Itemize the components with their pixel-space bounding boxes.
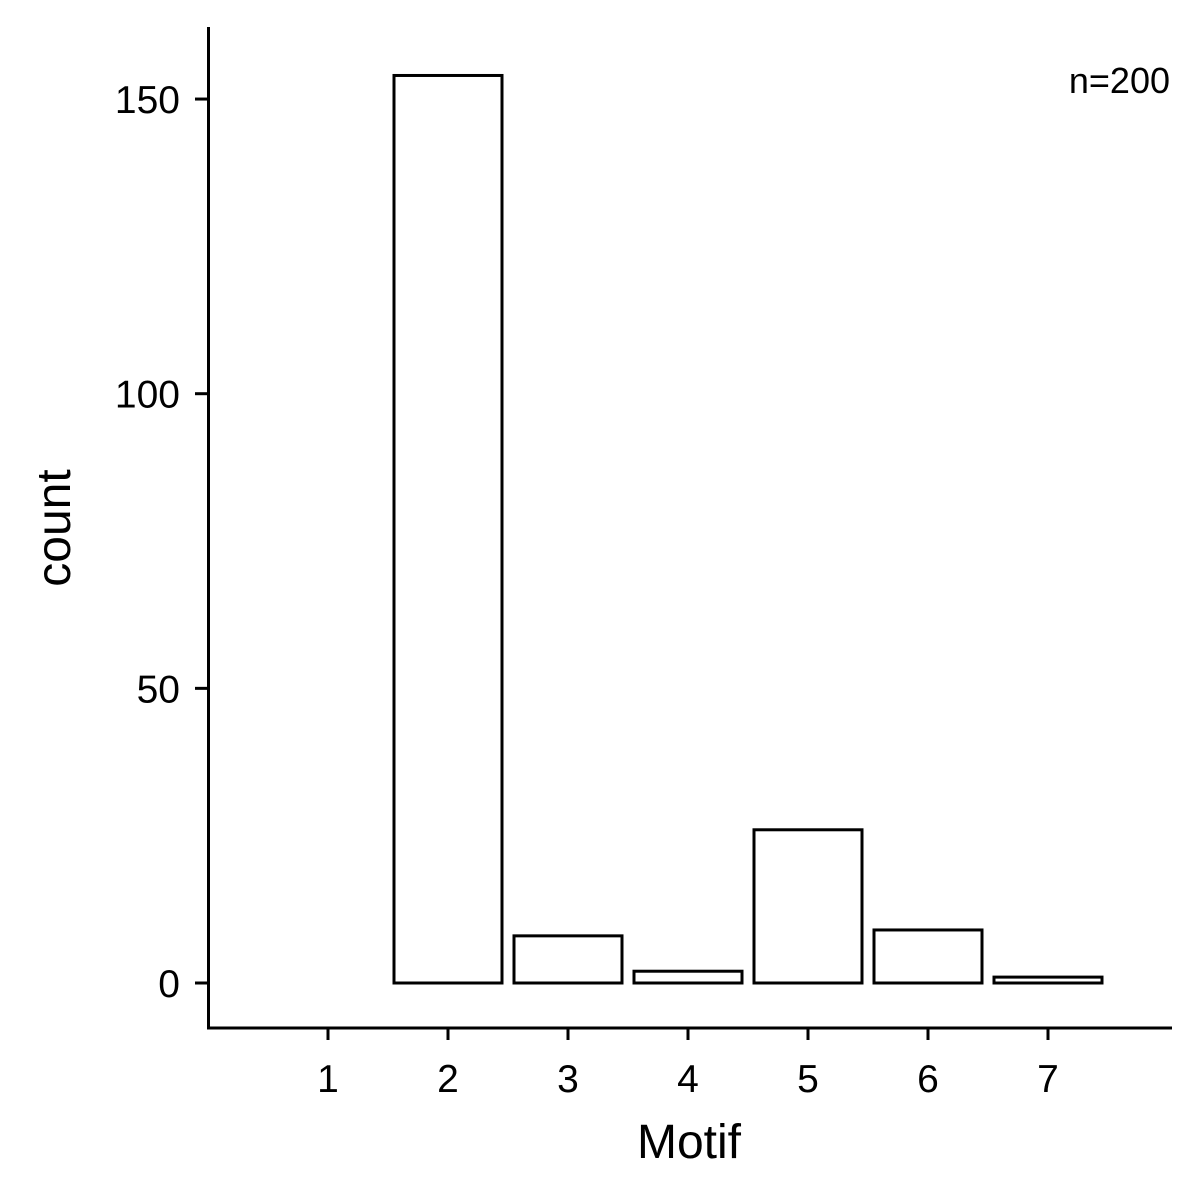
bars-group bbox=[394, 75, 1102, 983]
y-axis-ticks: 0 50 100 150 bbox=[115, 79, 208, 1006]
x-axis-ticks: 1 2 3 4 5 6 7 bbox=[317, 1028, 1059, 1101]
x-tick-label-2: 2 bbox=[437, 1058, 459, 1101]
y-axis-title: count bbox=[28, 469, 81, 586]
x-tick-label-6: 6 bbox=[917, 1058, 939, 1101]
bar-motif-5 bbox=[754, 830, 862, 983]
bar-motif-3 bbox=[514, 936, 622, 983]
y-tick-label-150: 150 bbox=[115, 79, 180, 122]
y-tick-label-100: 100 bbox=[115, 374, 180, 417]
plot-panel: 0 50 100 150 1 2 3 4 5 6 7 bbox=[115, 27, 1172, 1101]
y-tick-label-0: 0 bbox=[158, 963, 180, 1006]
x-tick-label-7: 7 bbox=[1037, 1058, 1059, 1101]
bar-motif-4 bbox=[634, 971, 742, 983]
x-tick-label-1: 1 bbox=[317, 1058, 339, 1101]
x-axis-title: Motif bbox=[637, 1116, 742, 1169]
y-tick-label-50: 50 bbox=[137, 668, 180, 711]
x-tick-label-5: 5 bbox=[797, 1058, 819, 1101]
x-tick-label-3: 3 bbox=[557, 1058, 579, 1101]
sample-size-annotation: n=200 bbox=[1069, 60, 1170, 101]
bar-motif-2 bbox=[394, 75, 502, 983]
bar-motif-7 bbox=[994, 977, 1102, 983]
x-tick-label-4: 4 bbox=[677, 1058, 699, 1101]
bar-motif-6 bbox=[874, 930, 982, 983]
